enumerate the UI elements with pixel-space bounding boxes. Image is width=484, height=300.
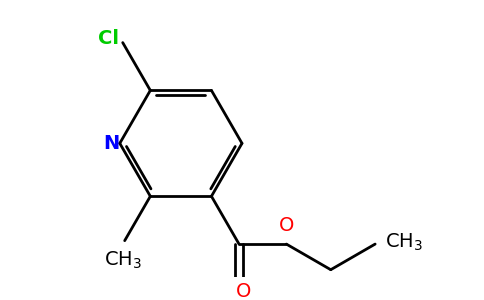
Text: N: N [103, 134, 119, 153]
Text: CH$_3$: CH$_3$ [385, 232, 423, 253]
Text: CH$_3$: CH$_3$ [104, 249, 142, 271]
Text: O: O [279, 216, 294, 236]
Text: Cl: Cl [98, 29, 120, 48]
Text: O: O [236, 282, 252, 300]
